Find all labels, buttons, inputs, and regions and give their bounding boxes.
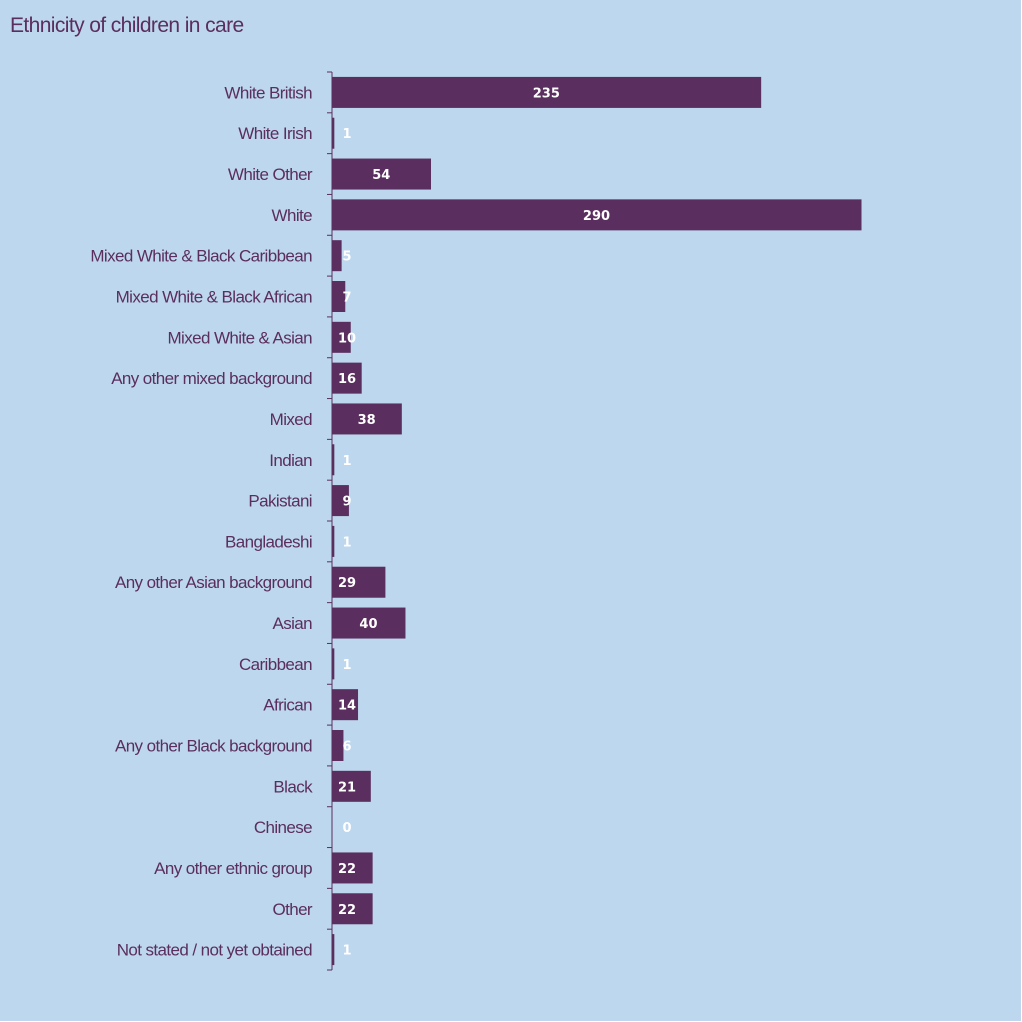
data-label: 54 — [372, 168, 390, 183]
category-label: White British — [224, 83, 312, 102]
category-label: Indian — [269, 451, 312, 470]
category-label: Any other Asian background — [115, 573, 312, 592]
data-label: 7 — [342, 291, 351, 306]
category-label: Bangladeshi — [225, 532, 312, 551]
category-label: Pakistani — [248, 492, 312, 511]
category-label: Other — [272, 900, 312, 919]
category-label: Any other Black background — [115, 737, 312, 756]
data-label: 22 — [338, 862, 356, 877]
data-label: 22 — [338, 903, 356, 918]
bar — [332, 893, 373, 925]
bar — [332, 730, 344, 761]
data-label: 6 — [342, 740, 351, 755]
category-label: Any other mixed background — [111, 369, 312, 388]
data-label: 16 — [338, 372, 356, 387]
bar — [332, 607, 406, 639]
chart-title: Ethnicity of children in care — [10, 14, 244, 37]
data-label: 0 — [342, 821, 351, 836]
data-label: 21 — [338, 780, 356, 795]
bar — [332, 689, 359, 721]
category-label: Chinese — [254, 818, 312, 837]
bar — [332, 76, 762, 108]
bar — [332, 403, 402, 435]
category-label: Mixed White & Asian — [168, 328, 313, 347]
bar — [332, 648, 335, 680]
data-label: 1 — [342, 127, 351, 142]
category-label: Asian — [272, 614, 312, 633]
data-label: 10 — [338, 331, 356, 346]
bar — [332, 362, 362, 394]
category-label: Caribbean — [239, 655, 312, 674]
data-label: 14 — [338, 699, 356, 714]
bar — [332, 934, 335, 966]
category-label: Mixed White & Black Caribbean — [90, 247, 312, 266]
data-label: 1 — [342, 454, 351, 469]
category-label: Mixed White & Black African — [116, 288, 313, 307]
bar — [332, 281, 346, 312]
data-label: 38 — [358, 413, 376, 428]
bar — [332, 240, 342, 272]
data-label: 5 — [342, 250, 351, 265]
data-label: 1 — [342, 944, 351, 959]
data-label: 29 — [338, 576, 356, 591]
category-label: White — [272, 206, 313, 225]
category-label: White Other — [228, 165, 313, 184]
bar — [332, 444, 335, 476]
category-label: Mixed — [270, 410, 312, 429]
data-label: 235 — [533, 86, 560, 101]
category-label: White Irish — [238, 124, 312, 143]
data-label: 290 — [583, 209, 610, 224]
bar — [332, 485, 349, 517]
data-label: 40 — [359, 617, 377, 632]
category-label: African — [263, 696, 312, 715]
data-label: 1 — [342, 658, 351, 673]
bar — [332, 117, 335, 149]
bar — [332, 566, 386, 598]
category-label: Black — [273, 777, 313, 796]
bar — [332, 525, 335, 557]
category-label: Not stated / not yet obtained — [117, 941, 312, 960]
bar — [332, 158, 432, 190]
bar — [332, 321, 351, 353]
category-label: Any other ethnic group — [154, 859, 312, 878]
bar — [332, 852, 373, 884]
bar — [332, 199, 862, 231]
data-label: 1 — [342, 535, 351, 550]
bar — [332, 770, 371, 802]
data-label: 9 — [342, 495, 351, 510]
